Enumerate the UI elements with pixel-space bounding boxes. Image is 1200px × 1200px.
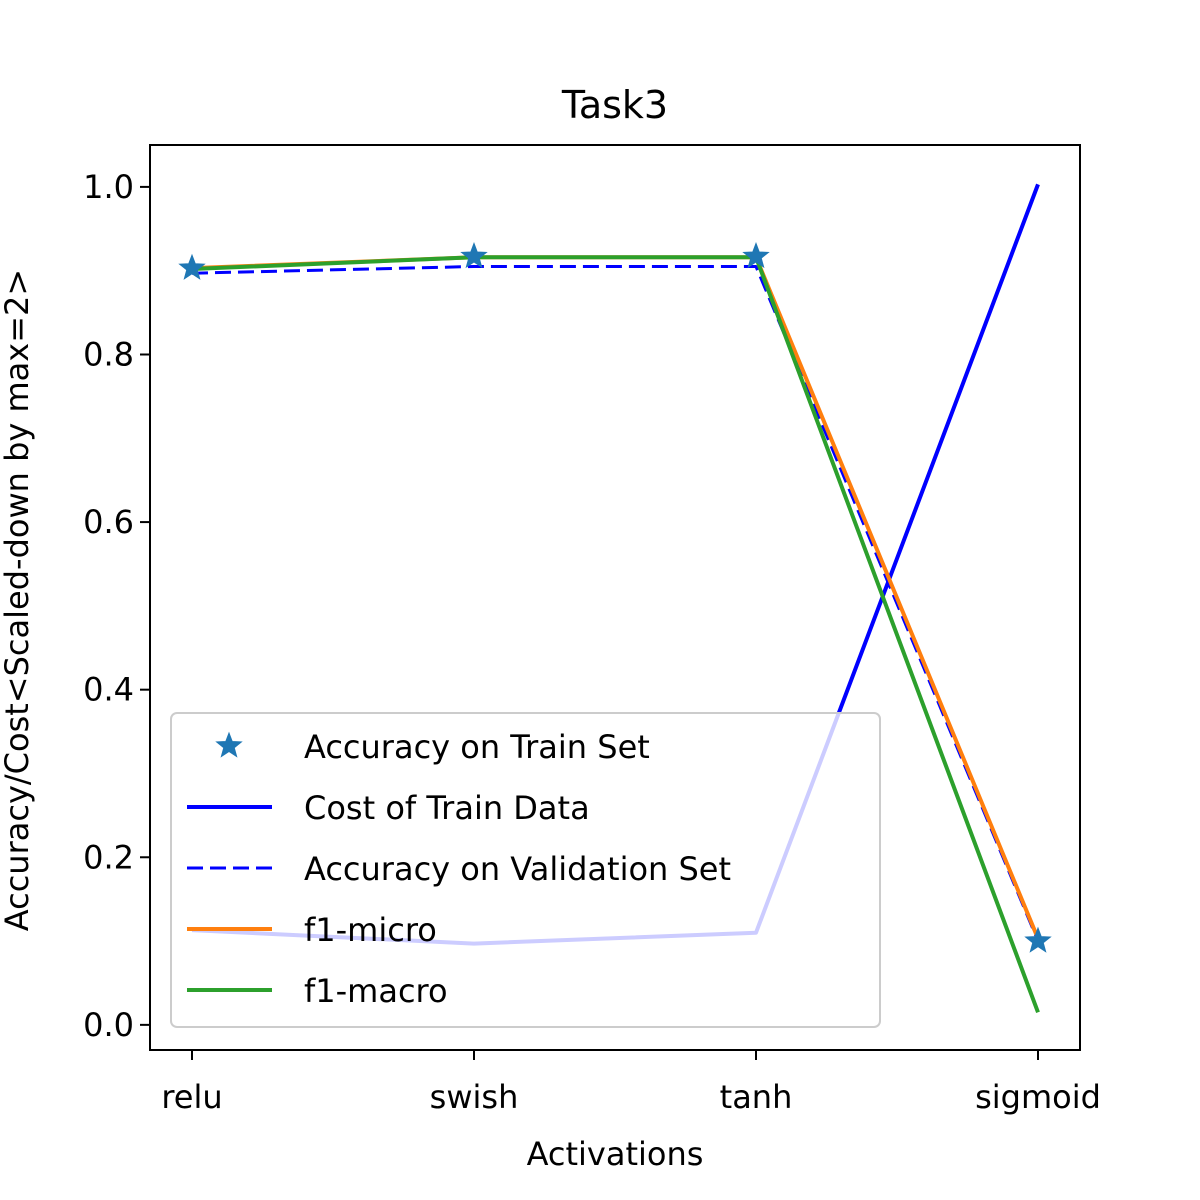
legend-label: Cost of Train Data [304, 789, 590, 827]
x-tick-label: swish [430, 1078, 519, 1116]
legend-swatch-star [215, 731, 243, 758]
plot-frame [149, 144, 1081, 1051]
plot-markers [178, 242, 1052, 953]
series-line-accuracy-on-validation-set [191, 265, 1040, 942]
x-tick-label: tanh [720, 1078, 793, 1116]
x-tick-label: sigmoid [975, 1078, 1101, 1116]
y-tick-label: 0.0 [83, 1006, 134, 1044]
y-axis-label: Accuracy/Cost<Scaled-down by max=2> [0, 269, 36, 931]
y-tick-label: 0.4 [83, 671, 134, 709]
y-tick-label: 0.6 [83, 503, 134, 541]
y-axis: 0.0 0.2 0.4 0.6 0.8 1.0 [83, 168, 150, 1044]
legend-label: Accuracy on Train Set [304, 728, 650, 766]
x-tick-label: relu [161, 1078, 222, 1116]
series-line-f1-macro [191, 255, 1040, 1013]
x-axis-label: Activations [527, 1135, 704, 1173]
y-tick-label: 0.2 [83, 838, 134, 876]
legend-label: f1-macro [304, 972, 448, 1010]
train-accuracy-marker [742, 242, 770, 269]
train-accuracy-marker [460, 242, 488, 269]
legend: Accuracy on Train Set Cost of Train Data A… [170, 712, 881, 1028]
y-tick-label: 1.0 [83, 168, 134, 206]
train-accuracy-marker [1024, 926, 1052, 953]
legend-label: f1-micro [304, 911, 437, 949]
x-axis: relu swish tanh sigmoid [161, 1050, 1101, 1116]
legend-label: Accuracy on Validation Set [304, 850, 731, 888]
y-tick-label: 0.8 [83, 335, 134, 373]
legend-box [170, 712, 881, 1028]
chart-title: Task3 [561, 83, 668, 127]
train-accuracy-marker [178, 253, 206, 280]
